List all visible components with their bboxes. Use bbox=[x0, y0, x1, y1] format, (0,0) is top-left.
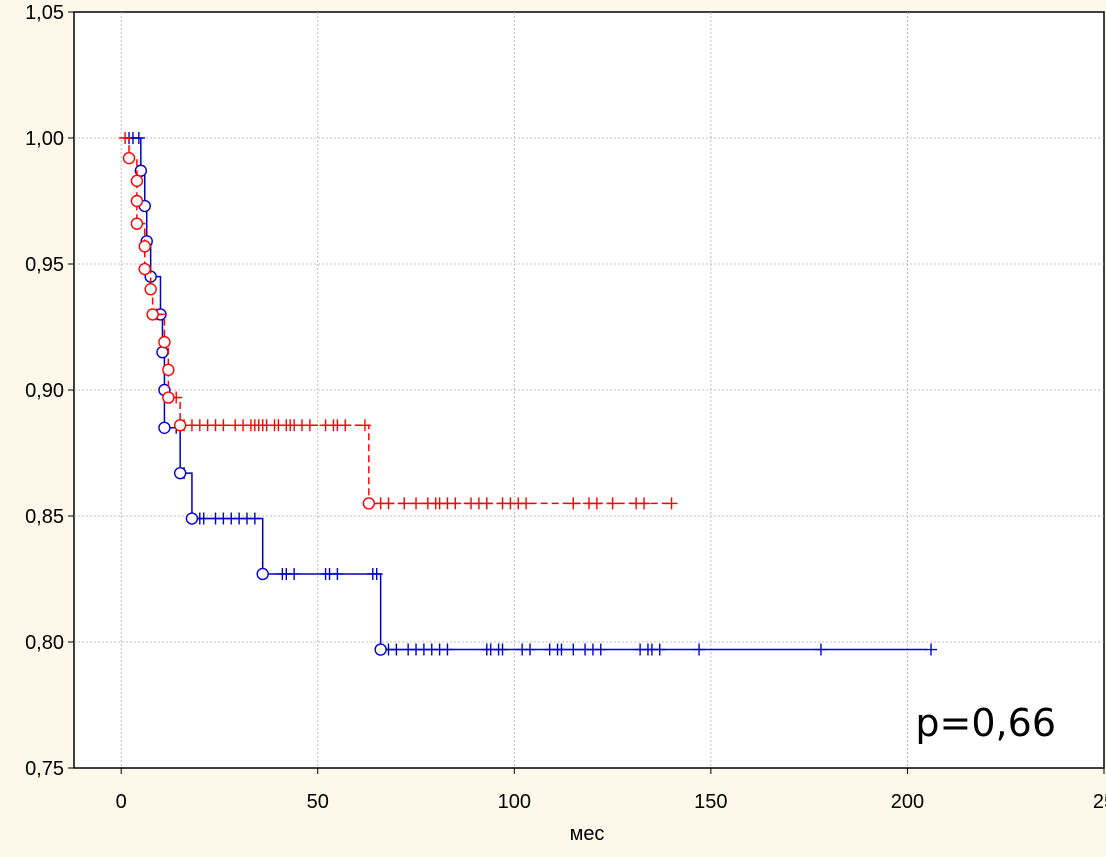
y-tick-label: 0,90 bbox=[25, 380, 64, 402]
censored-mark bbox=[653, 643, 666, 656]
censored-mark bbox=[480, 497, 493, 510]
censored-mark bbox=[119, 132, 132, 144]
p-value-annotation: p=0,66 bbox=[915, 701, 1056, 745]
y-axis: 0,75 0,80 0,85 0,90 0,95 1,00 1,05 bbox=[25, 2, 74, 780]
censored-mark bbox=[814, 643, 827, 656]
censored-mark bbox=[638, 497, 651, 510]
x-tick-label: 100 bbox=[498, 791, 531, 813]
censored-mark bbox=[567, 643, 580, 656]
x-tick-label: 50 bbox=[307, 791, 329, 813]
event-point bbox=[130, 194, 144, 208]
censored-mark bbox=[524, 643, 537, 656]
censored-mark bbox=[331, 567, 344, 580]
x-tick-label: 200 bbox=[891, 791, 924, 813]
censored-mark bbox=[594, 643, 607, 656]
event-point bbox=[158, 335, 171, 349]
x-tick-label: 0 bbox=[116, 791, 127, 813]
event-point bbox=[256, 567, 269, 581]
censored-mark bbox=[496, 643, 509, 656]
censored-mark bbox=[390, 643, 403, 656]
censored-mark bbox=[132, 132, 145, 144]
y-tick-label: 0,85 bbox=[25, 506, 64, 528]
series-2 bbox=[119, 132, 678, 510]
event-point bbox=[362, 497, 376, 510]
censored-mark bbox=[197, 512, 210, 525]
event-point bbox=[130, 217, 144, 230]
event-point bbox=[144, 283, 157, 296]
event-point bbox=[138, 240, 151, 253]
event-point bbox=[122, 151, 136, 165]
censored-mark bbox=[555, 643, 568, 656]
y-tick-label: 1,00 bbox=[25, 128, 64, 150]
x-axis: 0 50 100 150 200 25 bbox=[116, 768, 1106, 813]
event-point bbox=[173, 419, 187, 432]
event-point bbox=[130, 174, 144, 188]
plot-area bbox=[73, 11, 1105, 769]
event-point bbox=[158, 421, 171, 434]
censored-mark bbox=[925, 643, 938, 656]
series-group bbox=[119, 132, 938, 656]
y-tick-label: 0,80 bbox=[25, 632, 64, 654]
y-tick-label: 1,05 bbox=[25, 2, 64, 24]
censored-mark bbox=[370, 567, 383, 580]
censored-mark bbox=[358, 419, 371, 432]
censored-mark bbox=[410, 497, 423, 510]
censored-mark bbox=[567, 497, 580, 510]
censored-mark bbox=[217, 419, 230, 432]
censored-mark bbox=[288, 567, 301, 580]
y-tick-label: 0,95 bbox=[25, 254, 64, 276]
censored-mark bbox=[449, 497, 462, 510]
censored-mark bbox=[382, 497, 395, 510]
censored-mark bbox=[520, 497, 533, 510]
event-point bbox=[173, 466, 187, 480]
censored-mark bbox=[590, 497, 603, 510]
censored-mark bbox=[693, 643, 706, 656]
event-point bbox=[162, 391, 175, 404]
event-point bbox=[146, 308, 159, 321]
event-point bbox=[185, 512, 199, 525]
censored-mark bbox=[339, 419, 352, 432]
censored-mark bbox=[248, 512, 261, 525]
censored-mark bbox=[441, 643, 454, 656]
y-tick-label: 0,75 bbox=[25, 758, 64, 780]
x-tick-label: 25 bbox=[1093, 791, 1106, 813]
event-point bbox=[156, 346, 169, 359]
event-point bbox=[162, 363, 175, 377]
censored-mark bbox=[398, 497, 411, 510]
censored-mark bbox=[665, 497, 678, 510]
x-tick-label: 150 bbox=[694, 791, 727, 813]
event-point bbox=[374, 643, 387, 656]
x-axis-title: мес bbox=[570, 823, 605, 845]
censored-mark bbox=[606, 497, 619, 510]
event-point bbox=[138, 262, 151, 276]
censored-mark bbox=[303, 419, 316, 432]
